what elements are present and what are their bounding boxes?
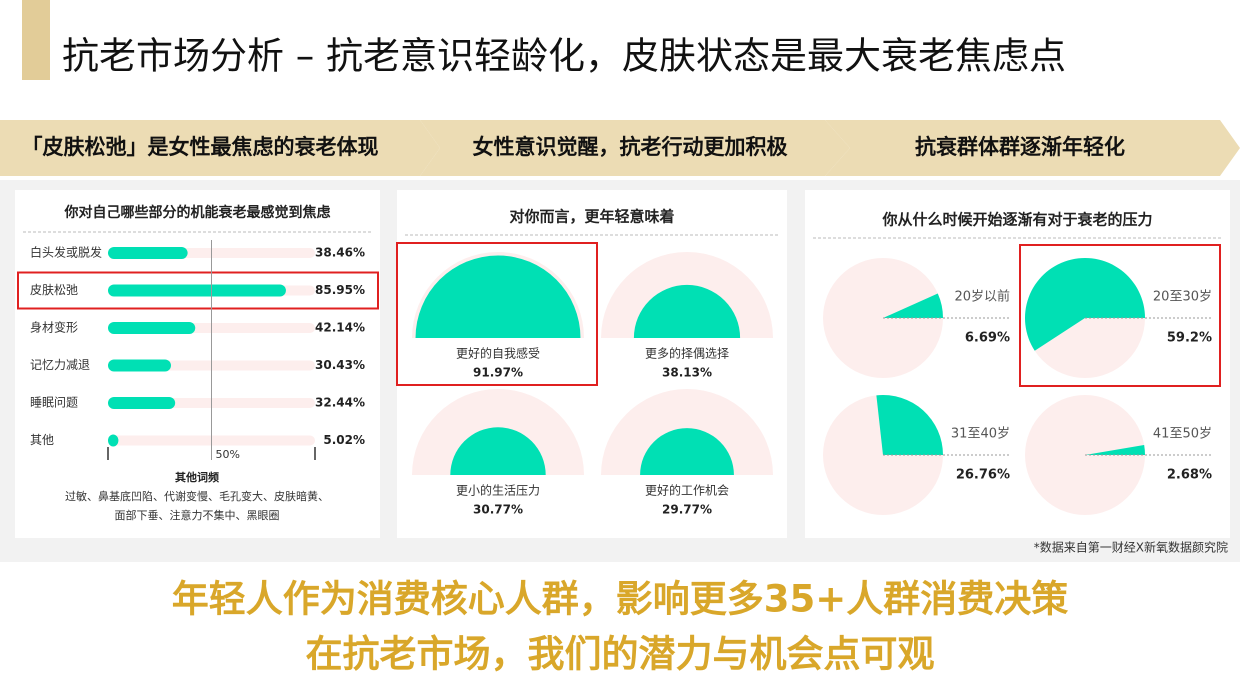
bar bbox=[108, 397, 176, 409]
chart-title: 你从什么时候开始逐渐有对于衰老的压力 bbox=[881, 211, 1152, 229]
category-label: 皮肤松弛 bbox=[30, 282, 78, 297]
value-label: 38.13% bbox=[662, 366, 712, 380]
pie-slice bbox=[883, 293, 943, 318]
gauge-fill bbox=[450, 427, 546, 475]
note: 过敏、鼻基底凹陷、代谢变慢、毛孔变大、皮肤暗黄、 bbox=[65, 489, 329, 503]
highlight-box bbox=[17, 271, 379, 310]
category-label: 身材变形 bbox=[30, 320, 78, 335]
category-label: 31至40岁 bbox=[951, 427, 1010, 442]
bar bbox=[108, 284, 286, 297]
banner-text: 「皮肤松弛」是女性最焦虑的衰老体现 bbox=[22, 135, 379, 159]
value-label: 30.77% bbox=[473, 503, 523, 517]
value-label: 85.95% bbox=[315, 283, 365, 297]
conclusion: 年轻人作为消费核心人群，影响更多35+人群消费决策 bbox=[172, 578, 1069, 621]
category-label: 更好的工作机会 bbox=[645, 483, 729, 498]
title-accent bbox=[22, 0, 50, 80]
value-label: 32.44% bbox=[315, 396, 365, 410]
category-label: 20岁以前 bbox=[954, 289, 1010, 305]
bar bbox=[108, 247, 188, 259]
category-label: 更好的自我感受 bbox=[456, 346, 540, 361]
value-label: 5.02% bbox=[323, 433, 365, 447]
banner-text: 女性意识觉醒，抗老行动更加积极 bbox=[473, 135, 789, 159]
category-label: 记忆力减退 bbox=[30, 358, 90, 372]
banner-text: 抗衰群体群逐渐年轻化 bbox=[915, 135, 1125, 159]
pie-slice bbox=[876, 395, 943, 455]
value-label: 42.14% bbox=[315, 321, 365, 335]
bar bbox=[108, 359, 171, 372]
source-note: *数据来自第一财经X新氧数据颜究院 bbox=[1034, 540, 1228, 555]
slide-title: 抗老市场分析 – 抗老意识轻龄化，皮肤状态是最大衰老焦虑点 bbox=[62, 35, 1066, 78]
banner bbox=[0, 120, 440, 176]
value-label: 59.2% bbox=[1167, 331, 1212, 346]
category-label: 更小的生活压力 bbox=[456, 483, 540, 498]
value-label: 30.43% bbox=[315, 358, 365, 372]
note-title: 其他词频 bbox=[175, 470, 219, 484]
category-label: 20至30岁 bbox=[1153, 290, 1212, 305]
conclusion: 在抗老市场，我们的潜力与机会点可观 bbox=[306, 633, 935, 676]
pie-slice bbox=[1085, 444, 1145, 455]
value-label: 91.97% bbox=[473, 366, 523, 380]
value-label: 2.68% bbox=[1167, 468, 1212, 483]
category-label: 41至50岁 bbox=[1153, 427, 1212, 442]
category-label: 更多的择偶选择 bbox=[645, 346, 729, 361]
highlight-box bbox=[396, 242, 598, 386]
pie-slice bbox=[1025, 258, 1145, 351]
value-label: 6.69% bbox=[965, 331, 1010, 346]
highlight-box bbox=[1019, 244, 1221, 387]
gauge-fill bbox=[633, 284, 741, 338]
category-label: 睡眠问题 bbox=[30, 396, 78, 410]
note: 面部下垂、注意力不集中、黑眼圈 bbox=[115, 508, 280, 522]
category-label: 白头发或脱发 bbox=[30, 245, 102, 260]
gauge-fill bbox=[640, 428, 734, 475]
gauge-fill bbox=[415, 255, 581, 338]
chart-title: 对你而言，更年轻意味着 bbox=[509, 208, 674, 226]
category-label: 其他 bbox=[30, 433, 54, 447]
value-label: 38.46% bbox=[315, 246, 365, 260]
value-label: 29.77% bbox=[662, 503, 712, 517]
x-tick-label: 50% bbox=[216, 448, 240, 461]
banner bbox=[420, 120, 850, 176]
value-label: 26.76% bbox=[956, 468, 1010, 483]
chart-title: 你对自己哪些部分的机能衰老最感觉到焦虑 bbox=[64, 204, 331, 221]
panel bbox=[397, 190, 787, 538]
banner bbox=[825, 120, 1240, 176]
bar bbox=[108, 322, 196, 334]
bar bbox=[108, 434, 119, 447]
